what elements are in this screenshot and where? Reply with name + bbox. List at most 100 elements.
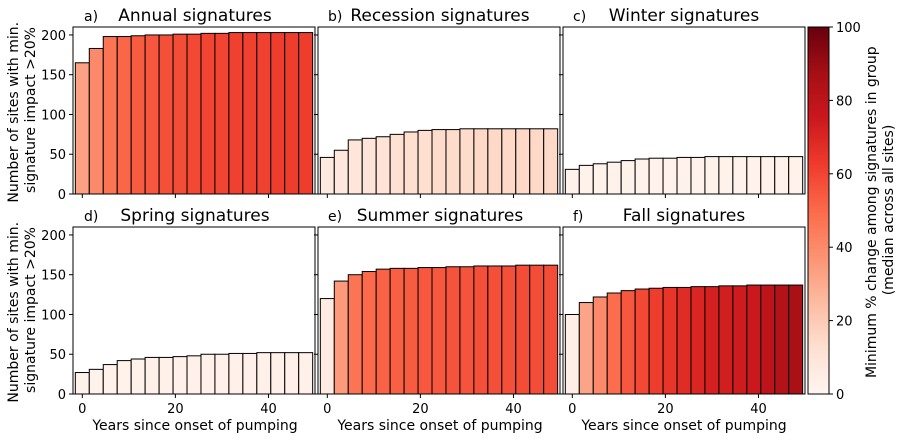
bars: [319, 128, 559, 195]
bars: [74, 352, 314, 395]
y-axis-title-line-1: Number of sites with min.: [6, 222, 22, 403]
x-axis-title-e: Years since onset of pumping: [336, 418, 542, 434]
bar: [228, 32, 244, 195]
colorbar-tick-label: 80: [836, 94, 853, 109]
panel-b: b) Recession signatures: [317, 6, 561, 195]
y-tick-label: 200: [41, 29, 66, 44]
colorbar-title-line-2: (median across all sites): [881, 125, 897, 296]
bar: [501, 128, 517, 195]
bar: [578, 164, 594, 195]
y-axis-title-line-1: Number of sites with min.: [6, 22, 22, 203]
bar: [403, 267, 419, 395]
y-axis-title-line-2: signature impact >20%: [23, 227, 39, 393]
colorbar-tick-label: 0: [836, 388, 844, 403]
bar: [417, 267, 433, 395]
y-tick-label: 200: [41, 229, 66, 244]
plot-frame: [562, 226, 806, 395]
panel-title: Recession signatures: [350, 6, 529, 26]
panel-e: e) Summer signatures: [317, 206, 561, 395]
bar: [389, 133, 405, 195]
bar: [634, 158, 650, 195]
bar: [760, 156, 776, 195]
bar: [186, 33, 202, 195]
colorbar-tick-label: 20: [836, 315, 853, 330]
bar: [74, 62, 90, 195]
bar: [606, 161, 622, 195]
bar: [186, 355, 202, 395]
colorbar-ticks: 0 20 40 60 80 100: [829, 21, 861, 403]
y-tick-label: 150: [41, 69, 66, 84]
bar: [319, 156, 335, 195]
bar: [172, 356, 188, 395]
bar: [319, 298, 335, 395]
panel-letter: d): [84, 209, 98, 225]
bar: [431, 129, 447, 195]
bar: [564, 168, 580, 195]
bar: [284, 352, 300, 395]
panel-title: Summer signatures: [357, 206, 524, 226]
bar: [774, 284, 790, 395]
bar: [214, 32, 230, 195]
colorbar-gradient: [808, 27, 829, 394]
y-tick-label: 50: [49, 148, 66, 163]
panel-letter: c): [573, 9, 586, 25]
x-axis-title-d: Years since onset of pumping: [91, 418, 297, 434]
bar: [403, 131, 419, 195]
x-tick-label: 0: [78, 402, 86, 417]
bar: [704, 286, 720, 395]
bar: [515, 264, 531, 395]
x-tick-label: 0: [323, 402, 331, 417]
bar: [347, 274, 363, 395]
colorbar-tick-label: 60: [836, 168, 853, 183]
bar: [431, 267, 447, 395]
bar: [620, 290, 636, 395]
bar: [501, 265, 517, 395]
bar: [760, 284, 776, 395]
bar: [592, 163, 608, 195]
bar: [732, 156, 748, 195]
y-tick-label: 100: [41, 108, 66, 123]
bar: [487, 265, 503, 395]
panel-c: c) Winter signatures: [562, 6, 806, 195]
bar: [88, 368, 104, 395]
bar: [116, 360, 132, 395]
y-axis-title-bottom: Number of sites with min. signature impa…: [6, 217, 39, 402]
plot-frame: [562, 26, 806, 195]
bar: [788, 284, 804, 395]
bar: [130, 35, 146, 195]
bar: [445, 266, 461, 395]
bar: [200, 32, 216, 195]
bar: [564, 313, 580, 395]
bar: [214, 353, 230, 395]
bar: [256, 352, 272, 395]
colorbar-tick-label: 100: [836, 21, 861, 36]
bar: [270, 32, 286, 195]
y-tick-label: 0: [58, 188, 66, 203]
bar: [648, 157, 664, 195]
bar: [158, 34, 174, 195]
bar: [690, 156, 706, 195]
bar: [228, 352, 244, 395]
bar: [676, 286, 692, 395]
bar: [375, 268, 391, 395]
bars: [74, 32, 314, 195]
bar: [718, 285, 734, 395]
bar: [774, 156, 790, 195]
bar: [529, 128, 545, 195]
bar: [690, 286, 706, 395]
bar: [242, 32, 258, 195]
y-tick-label: 50: [49, 348, 66, 363]
bar: [144, 34, 160, 195]
bar: [333, 149, 349, 195]
y-tick-label: 150: [41, 269, 66, 284]
bar: [662, 286, 678, 395]
x-tick-label: 20: [167, 402, 184, 417]
panel-title: Spring signatures: [120, 206, 269, 226]
bar: [102, 364, 118, 395]
panel-a: a) Annual signatures: [72, 6, 316, 195]
bar: [676, 156, 692, 195]
bar: [459, 128, 475, 195]
x-tick-label: 20: [657, 402, 674, 417]
plot-frame: [72, 26, 316, 195]
